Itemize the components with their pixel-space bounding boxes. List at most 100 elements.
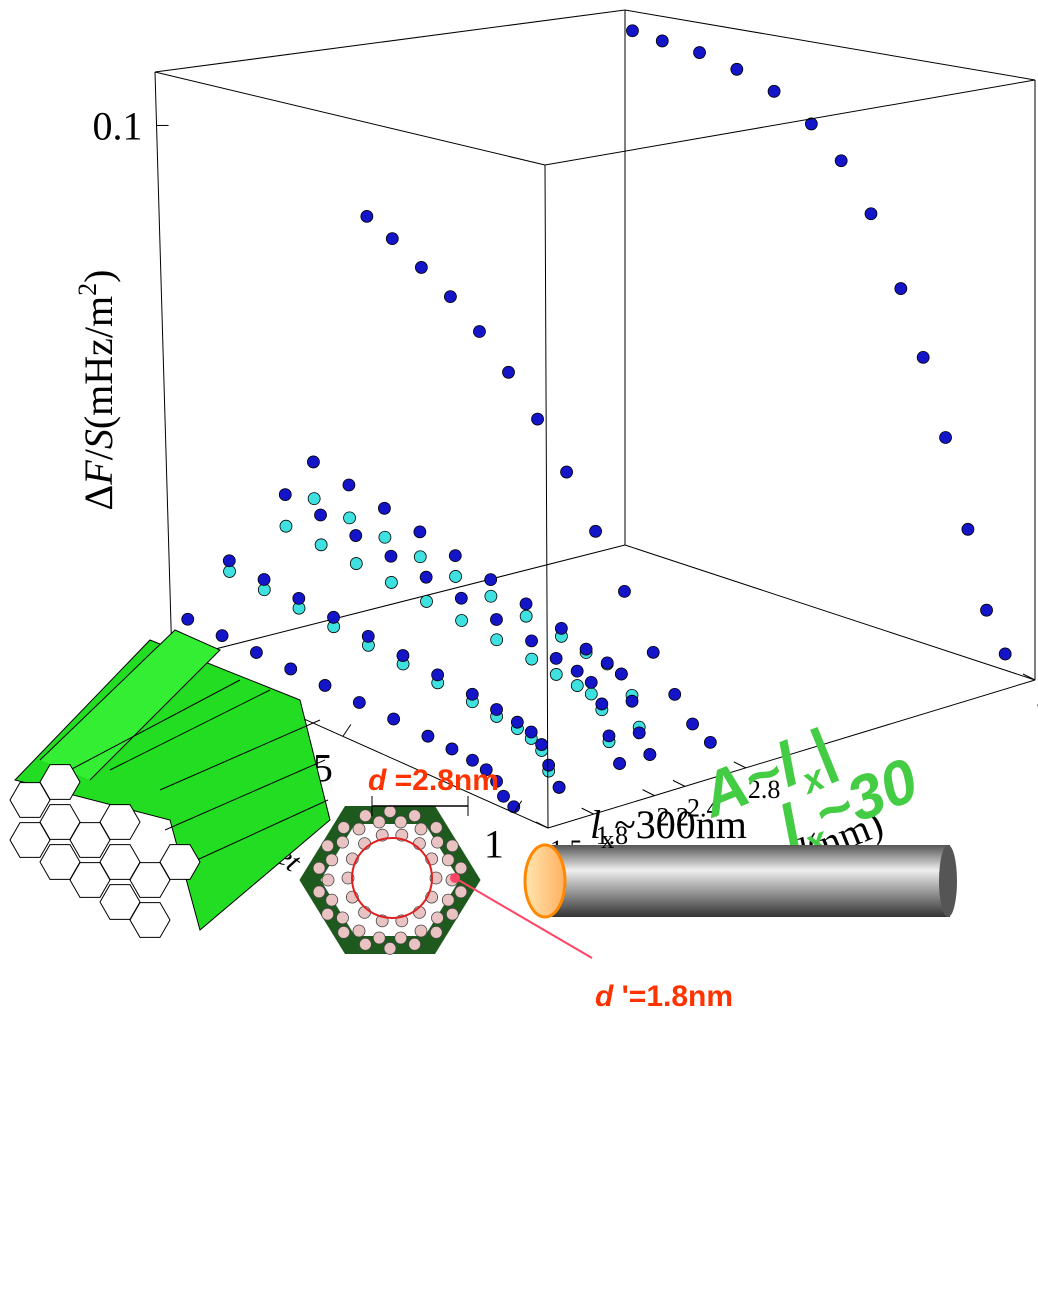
data-point (560, 465, 573, 479)
honeycomb-cell (159, 844, 201, 880)
bead (312, 861, 326, 875)
honeycomb-cell (129, 902, 171, 938)
bead (321, 907, 335, 921)
data-point (349, 557, 363, 570)
data-point (834, 154, 848, 168)
data-point (570, 679, 584, 692)
data-point (894, 282, 908, 295)
bead (414, 924, 428, 938)
data-point (414, 261, 428, 274)
data-point (602, 729, 616, 743)
data-point (314, 538, 328, 552)
data-point (250, 646, 263, 659)
data-point (502, 365, 515, 379)
x-tick-label: 1 (484, 822, 504, 867)
bead (394, 931, 408, 945)
data-point (497, 789, 510, 803)
data-point (484, 589, 498, 603)
data-point (519, 597, 533, 611)
bead (454, 885, 468, 899)
data-point (352, 696, 366, 709)
data-point (342, 478, 356, 492)
bead (372, 931, 386, 945)
data-point (595, 697, 609, 711)
data-point (570, 664, 584, 678)
data-point (589, 524, 602, 538)
data-point (767, 84, 781, 98)
data-point (524, 725, 538, 739)
data-point (384, 549, 398, 563)
pore-diameter: d =2.8nm (368, 764, 499, 797)
data-point (327, 610, 340, 624)
data-point (413, 525, 427, 539)
data-point (473, 325, 486, 338)
bead (325, 853, 339, 867)
bead (445, 839, 459, 853)
bead (454, 861, 468, 875)
data-point (646, 645, 660, 659)
data-point (360, 209, 374, 223)
box-back (154, 9, 1036, 681)
data-point (980, 603, 993, 617)
data-point (490, 633, 504, 647)
data-point (535, 738, 549, 751)
data-point (443, 290, 457, 304)
d-tick-label: 2.4 (687, 793, 720, 822)
data-point (307, 492, 321, 506)
bead (358, 937, 372, 951)
bead (383, 942, 397, 955)
data-point (215, 629, 229, 642)
data-point (385, 232, 399, 246)
bead (431, 835, 444, 849)
pore-cross-section (299, 796, 593, 959)
hexagonal-bundle (9, 629, 331, 938)
bead (394, 815, 408, 829)
data-point (257, 573, 271, 586)
data-point (445, 742, 459, 756)
data-point (730, 62, 744, 76)
data-point (916, 350, 930, 364)
data-point (686, 717, 699, 731)
data-point (643, 748, 657, 761)
data-point (454, 591, 468, 605)
data-point (549, 651, 563, 665)
data-point (525, 634, 538, 648)
data-point (292, 591, 306, 605)
data-point (396, 649, 410, 662)
data-point (448, 549, 462, 563)
data-point (542, 758, 556, 772)
bead (445, 907, 459, 921)
data-point (284, 662, 298, 676)
data-point (703, 735, 717, 749)
data-point (431, 668, 445, 682)
data-point (998, 647, 1012, 661)
x-tick (342, 724, 352, 737)
bead (336, 911, 349, 925)
data-point (625, 694, 639, 708)
honeycomb-cell (39, 764, 81, 800)
data-point (549, 668, 563, 681)
data-point (693, 46, 706, 59)
data-point (279, 519, 293, 533)
data-point (490, 703, 503, 716)
data-point (939, 431, 952, 444)
data-point (600, 656, 614, 670)
bead (341, 871, 355, 885)
data-point (584, 687, 598, 701)
data-point (668, 687, 682, 701)
data-point (479, 763, 493, 777)
z-axis-label: ΔF/S(mHz/m2) (73, 270, 121, 511)
bead (408, 937, 422, 951)
data-point (307, 455, 320, 469)
d-tick-label: 2.8 (748, 775, 781, 804)
data-point (525, 652, 539, 666)
bead (321, 839, 335, 853)
bead (383, 805, 397, 818)
data-point (632, 726, 646, 740)
data-point (804, 117, 818, 131)
data-point (378, 530, 392, 544)
data-point (655, 34, 669, 48)
bead (352, 822, 366, 836)
data-point (613, 757, 626, 770)
